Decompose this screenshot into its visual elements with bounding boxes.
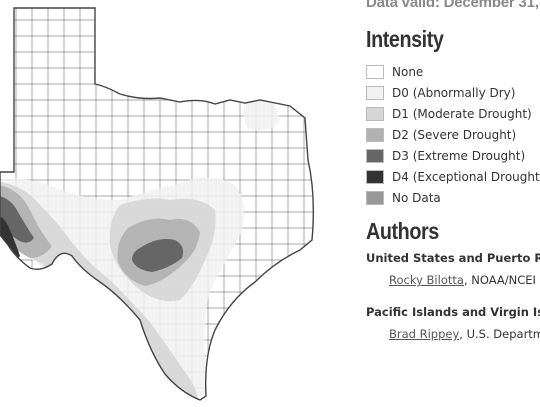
intensity-heading: Intensity [366, 26, 444, 52]
legend-label: D4 (Exceptional Drought) [392, 169, 540, 184]
legend-swatch [366, 190, 384, 205]
author-pacific: Brad Rippey, U.S. Departm [389, 327, 540, 341]
author-link-rocky-bilotta[interactable]: Rocky Bilotta [389, 273, 464, 287]
section-title-us: United States and Puerto Rico [366, 251, 540, 265]
legend-item-d0: D0 (Abnormally Dry) [366, 82, 540, 103]
legend-item-no-data: No Data [366, 187, 540, 208]
texas-outline [0, 7, 315, 401]
legend-swatch [366, 169, 384, 184]
legend-swatch [366, 85, 384, 100]
legend-label: D0 (Abnormally Dry) [392, 85, 516, 100]
legend-label: D1 (Moderate Drought) [392, 106, 532, 121]
legend-label: None [392, 64, 424, 79]
authors-heading: Authors [366, 218, 439, 244]
legend-item-none: None [366, 61, 540, 82]
author-org: , NOAA/NCEI [463, 273, 536, 287]
legend-item-d4: D4 (Exceptional Drought) [366, 166, 540, 187]
data-valid-date: Data valid: December 31, 2024 [366, 0, 540, 11]
legend-label: No Data [392, 190, 441, 205]
legend-label: D2 (Severe Drought) [392, 127, 517, 142]
author-org: , U.S. Departm [459, 327, 540, 341]
legend-swatch [366, 148, 384, 163]
author-us: Rocky Bilotta, NOAA/NCEI [389, 273, 536, 287]
legend-item-d1: D1 (Moderate Drought) [366, 103, 540, 124]
section-title-pacific: Pacific Islands and Virgin Islan [366, 305, 540, 319]
legend-swatch [366, 127, 384, 142]
legend-item-d2: D2 (Severe Drought) [366, 124, 540, 145]
drought-map [0, 7, 315, 401]
legend-swatch [366, 106, 384, 121]
legend-swatch [366, 64, 384, 79]
author-link-brad-rippey[interactable]: Brad Rippey [389, 327, 460, 341]
legend-item-d3: D3 (Extreme Drought) [366, 145, 540, 166]
legend-label: D3 (Extreme Drought) [392, 148, 526, 163]
intensity-legend: None D0 (Abnormally Dry) D1 (Moderate Dr… [366, 61, 540, 208]
legend-panel: Data valid: December 31, 2024 Intensity … [366, 0, 540, 407]
